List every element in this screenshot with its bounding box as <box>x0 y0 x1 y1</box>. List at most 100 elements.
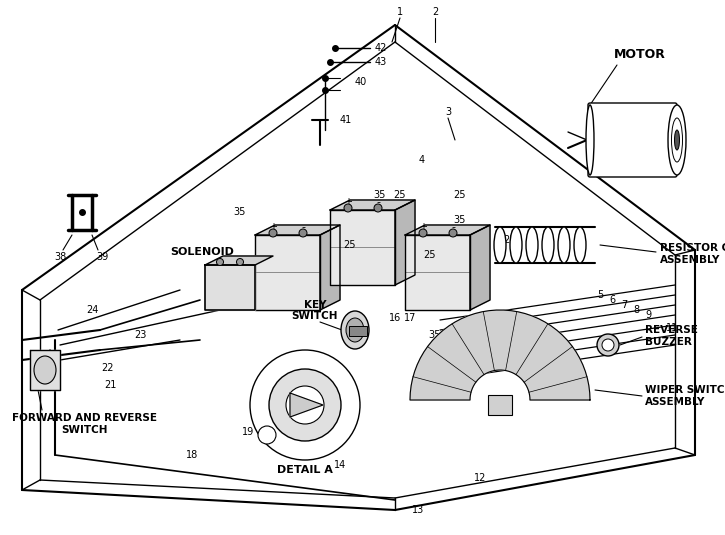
Ellipse shape <box>542 227 554 263</box>
Text: 13: 13 <box>412 505 424 515</box>
Text: 11: 11 <box>666 323 678 333</box>
Text: +: + <box>269 222 277 232</box>
Text: WIPER SWITCH: WIPER SWITCH <box>645 385 725 395</box>
Polygon shape <box>470 225 490 310</box>
Ellipse shape <box>34 356 56 384</box>
Bar <box>488 395 512 415</box>
Text: 9: 9 <box>645 310 651 320</box>
Text: SOLENOID: SOLENOID <box>170 247 234 257</box>
Text: 43: 43 <box>375 57 387 67</box>
Polygon shape <box>255 235 320 310</box>
Ellipse shape <box>526 227 538 263</box>
Ellipse shape <box>602 339 614 351</box>
Ellipse shape <box>217 258 223 265</box>
Bar <box>349 326 367 336</box>
Ellipse shape <box>597 334 619 356</box>
Text: 10: 10 <box>222 260 234 270</box>
Polygon shape <box>205 256 273 265</box>
Text: ASSEMBLY: ASSEMBLY <box>645 397 705 407</box>
Text: 5: 5 <box>597 290 603 300</box>
Text: BUZZER: BUZZER <box>645 337 692 347</box>
Ellipse shape <box>250 350 360 460</box>
Polygon shape <box>410 310 590 400</box>
Polygon shape <box>290 393 323 417</box>
Text: 35: 35 <box>233 207 247 217</box>
Ellipse shape <box>668 105 686 175</box>
Polygon shape <box>405 225 490 235</box>
Text: 25: 25 <box>454 190 466 200</box>
Text: 15: 15 <box>456 363 468 373</box>
Ellipse shape <box>510 227 522 263</box>
Polygon shape <box>330 200 415 210</box>
Text: 3: 3 <box>445 107 451 117</box>
Text: 14: 14 <box>334 460 346 470</box>
Text: SWITCH: SWITCH <box>62 425 108 435</box>
Text: DETAIL A: DETAIL A <box>277 465 333 475</box>
Text: 7: 7 <box>621 300 627 310</box>
Text: SWITCH: SWITCH <box>291 311 339 321</box>
Ellipse shape <box>374 204 382 212</box>
Ellipse shape <box>494 227 506 263</box>
Text: 22: 22 <box>102 363 115 373</box>
Text: KEY: KEY <box>304 300 326 310</box>
Text: -: - <box>451 222 455 232</box>
Text: 38: 38 <box>54 252 66 262</box>
Text: 25: 25 <box>423 250 436 260</box>
Text: 24: 24 <box>86 305 98 315</box>
Ellipse shape <box>299 229 307 237</box>
Text: 20: 20 <box>262 405 274 415</box>
Text: 23: 23 <box>134 330 146 340</box>
Ellipse shape <box>344 204 352 212</box>
Text: 18: 18 <box>186 450 198 460</box>
Ellipse shape <box>346 318 364 342</box>
Text: 25: 25 <box>394 190 406 200</box>
Text: 25: 25 <box>504 235 516 245</box>
Ellipse shape <box>558 227 570 263</box>
Text: FORWARD AND REVERSE: FORWARD AND REVERSE <box>12 413 157 423</box>
Ellipse shape <box>674 130 679 150</box>
Text: 16: 16 <box>389 313 401 323</box>
Ellipse shape <box>671 118 682 162</box>
Text: +: + <box>344 197 352 207</box>
Polygon shape <box>395 200 415 285</box>
Text: 35: 35 <box>428 330 442 340</box>
Text: MOTOR: MOTOR <box>614 49 666 62</box>
Polygon shape <box>205 265 255 310</box>
Polygon shape <box>30 350 60 390</box>
Ellipse shape <box>586 105 594 175</box>
Ellipse shape <box>269 369 341 441</box>
Text: 25: 25 <box>344 240 356 250</box>
Text: -: - <box>301 222 305 232</box>
Text: 17: 17 <box>404 313 416 323</box>
Text: 4: 4 <box>419 155 425 165</box>
Text: 35: 35 <box>454 215 466 225</box>
Ellipse shape <box>419 229 427 237</box>
Text: RESISTOR GROUP: RESISTOR GROUP <box>660 243 725 253</box>
Text: 35: 35 <box>374 190 386 200</box>
Ellipse shape <box>236 258 244 265</box>
Polygon shape <box>330 210 395 285</box>
Text: REVERSE: REVERSE <box>645 325 698 335</box>
Ellipse shape <box>341 311 369 349</box>
Text: 6: 6 <box>609 295 615 305</box>
Ellipse shape <box>258 426 276 444</box>
Text: +: + <box>419 222 427 232</box>
Polygon shape <box>320 225 340 310</box>
Text: ASSEMBLY: ASSEMBLY <box>660 255 721 265</box>
Text: 2: 2 <box>432 7 438 17</box>
Text: -: - <box>376 197 380 207</box>
Polygon shape <box>405 235 470 310</box>
Ellipse shape <box>449 229 457 237</box>
FancyBboxPatch shape <box>588 103 677 177</box>
Text: 39: 39 <box>96 252 108 262</box>
Ellipse shape <box>574 227 586 263</box>
Text: 19: 19 <box>242 427 254 437</box>
Text: 12: 12 <box>474 473 486 483</box>
Text: 42: 42 <box>375 43 387 53</box>
Polygon shape <box>255 225 340 235</box>
Ellipse shape <box>269 229 277 237</box>
Text: 41: 41 <box>340 115 352 125</box>
Text: 21: 21 <box>104 380 116 390</box>
Ellipse shape <box>286 386 324 424</box>
Text: 8: 8 <box>633 305 639 315</box>
